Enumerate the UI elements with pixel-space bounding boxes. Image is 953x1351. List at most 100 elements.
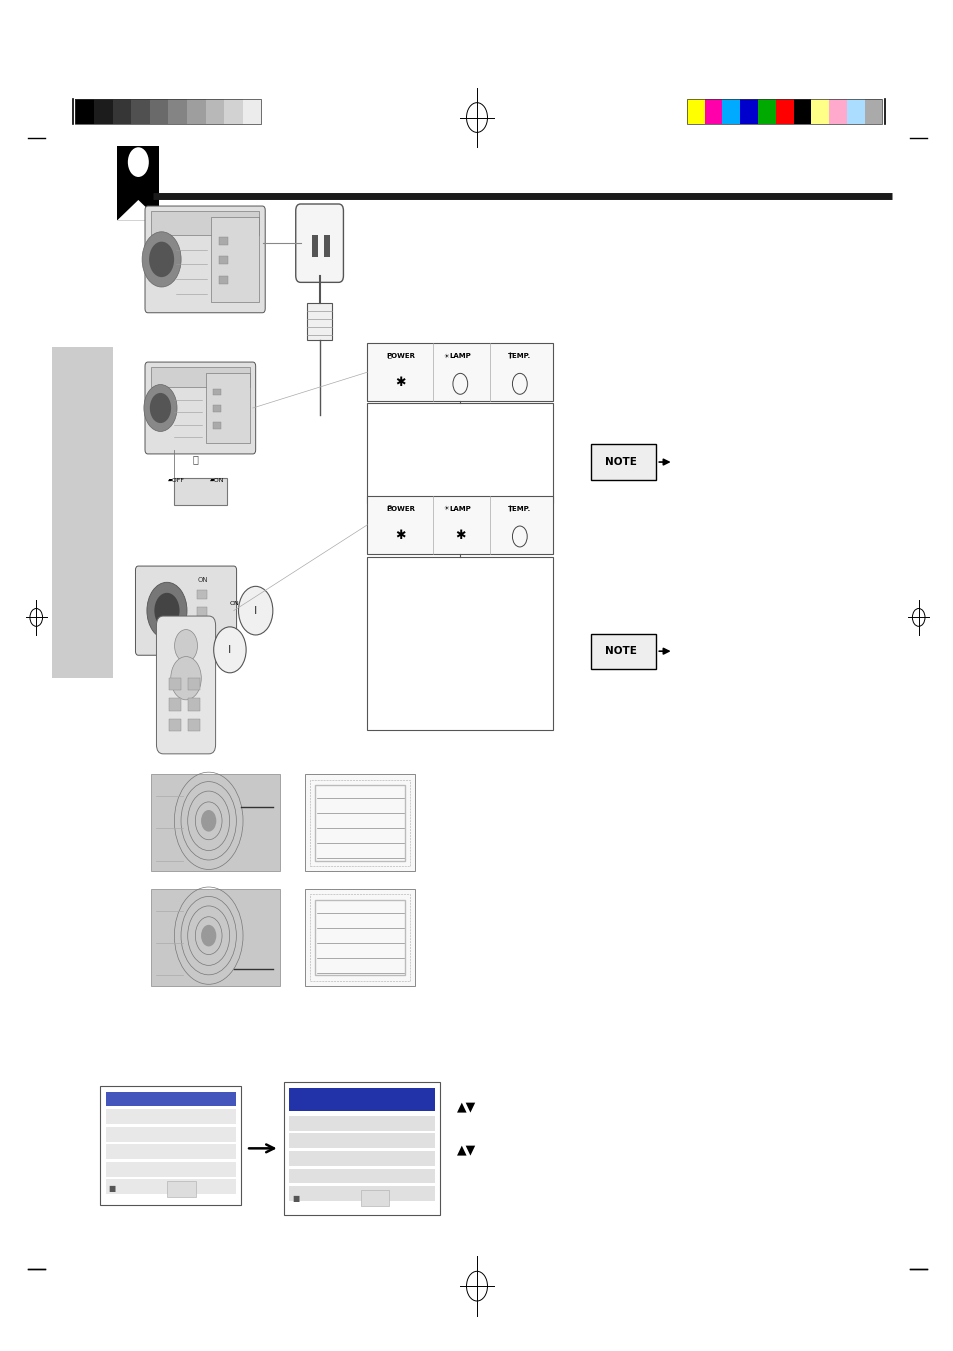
Polygon shape bbox=[117, 193, 159, 220]
Bar bbox=[324, 235, 330, 257]
Bar bbox=[810, 100, 828, 124]
Bar bbox=[312, 235, 317, 257]
Bar bbox=[591, 634, 656, 669]
Bar bbox=[289, 1116, 435, 1131]
Bar bbox=[591, 444, 656, 480]
Bar bbox=[310, 780, 410, 866]
Bar bbox=[740, 100, 758, 124]
Text: ☀: ☀ bbox=[443, 354, 449, 358]
Bar bbox=[289, 1169, 435, 1183]
Bar bbox=[188, 698, 200, 711]
Bar bbox=[197, 608, 207, 617]
Bar bbox=[106, 1092, 235, 1106]
Bar bbox=[289, 1151, 435, 1166]
Circle shape bbox=[201, 925, 216, 947]
Bar bbox=[93, 100, 112, 124]
Circle shape bbox=[174, 630, 197, 662]
Circle shape bbox=[171, 657, 201, 700]
Text: |: | bbox=[508, 353, 510, 359]
Text: I: I bbox=[228, 644, 232, 655]
Text: ■: ■ bbox=[292, 1194, 299, 1202]
Text: NOTE: NOTE bbox=[604, 646, 636, 657]
Text: LAMP: LAMP bbox=[449, 505, 471, 512]
Bar bbox=[151, 774, 279, 871]
FancyBboxPatch shape bbox=[156, 616, 215, 754]
Circle shape bbox=[149, 242, 174, 277]
Bar bbox=[367, 403, 553, 503]
Text: LAMP: LAMP bbox=[449, 353, 471, 359]
Bar bbox=[106, 1162, 235, 1177]
Circle shape bbox=[142, 232, 181, 286]
Bar bbox=[793, 100, 810, 124]
Bar bbox=[75, 100, 261, 124]
Text: ⏻: ⏻ bbox=[387, 505, 391, 512]
Circle shape bbox=[238, 586, 273, 635]
Bar bbox=[218, 257, 228, 265]
Bar bbox=[367, 343, 553, 401]
Bar bbox=[242, 100, 261, 124]
Text: ⏻: ⏻ bbox=[387, 353, 391, 359]
Bar bbox=[863, 100, 882, 124]
Bar bbox=[112, 100, 131, 124]
Bar bbox=[169, 719, 181, 731]
Text: ▲▼: ▲▼ bbox=[456, 1143, 476, 1156]
Bar bbox=[173, 478, 227, 505]
Bar bbox=[169, 698, 181, 711]
Text: ■: ■ bbox=[108, 1185, 115, 1193]
Bar bbox=[686, 100, 882, 124]
Bar bbox=[360, 1190, 389, 1206]
Bar bbox=[197, 626, 207, 635]
FancyBboxPatch shape bbox=[145, 205, 265, 313]
Bar bbox=[206, 100, 224, 124]
Text: TEMP.: TEMP. bbox=[508, 505, 531, 512]
Bar bbox=[106, 1144, 235, 1159]
Text: I: I bbox=[253, 605, 257, 616]
Bar bbox=[150, 100, 168, 124]
Polygon shape bbox=[117, 200, 159, 220]
Bar bbox=[187, 100, 205, 124]
Bar bbox=[314, 900, 405, 975]
Bar bbox=[289, 1186, 435, 1201]
Text: ▰ON: ▰ON bbox=[210, 478, 225, 484]
Text: |: | bbox=[508, 505, 510, 512]
Text: ✱: ✱ bbox=[395, 376, 406, 389]
Circle shape bbox=[201, 811, 216, 832]
Text: ☀: ☀ bbox=[443, 507, 449, 511]
Bar bbox=[758, 100, 775, 124]
Bar bbox=[686, 100, 704, 124]
Text: POWER: POWER bbox=[386, 353, 415, 359]
Bar bbox=[151, 367, 250, 388]
FancyBboxPatch shape bbox=[295, 204, 343, 282]
Bar bbox=[106, 1109, 235, 1124]
Bar bbox=[314, 785, 405, 861]
Text: POWER: POWER bbox=[386, 505, 415, 512]
Bar bbox=[213, 405, 221, 412]
Bar bbox=[205, 373, 250, 443]
Circle shape bbox=[144, 385, 177, 431]
FancyBboxPatch shape bbox=[135, 566, 236, 655]
Bar bbox=[305, 889, 415, 986]
Bar bbox=[218, 236, 228, 245]
Bar bbox=[367, 496, 553, 554]
Bar bbox=[197, 589, 207, 600]
Bar bbox=[151, 211, 259, 235]
Bar bbox=[169, 678, 181, 690]
Bar bbox=[289, 1133, 435, 1148]
Circle shape bbox=[154, 593, 179, 628]
Bar bbox=[167, 1181, 195, 1197]
Bar bbox=[213, 423, 221, 430]
Bar bbox=[284, 1082, 439, 1215]
Bar bbox=[106, 1127, 235, 1142]
Bar bbox=[218, 276, 228, 284]
Bar bbox=[775, 100, 793, 124]
Bar bbox=[289, 1088, 435, 1111]
Bar bbox=[224, 100, 242, 124]
Text: ⓘ: ⓘ bbox=[193, 454, 198, 465]
Bar bbox=[117, 146, 159, 220]
Bar bbox=[151, 889, 279, 986]
Text: ✱: ✱ bbox=[395, 528, 406, 542]
Bar bbox=[721, 100, 740, 124]
Bar bbox=[100, 1086, 241, 1205]
Text: ▰OFF: ▰OFF bbox=[168, 478, 185, 484]
FancyBboxPatch shape bbox=[145, 362, 255, 454]
